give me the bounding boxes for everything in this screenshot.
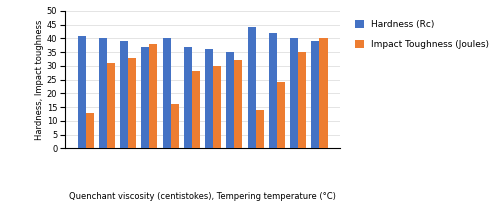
Bar: [184, 47, 192, 148]
Bar: [290, 38, 298, 148]
Bar: [120, 41, 128, 148]
Bar: [277, 82, 285, 148]
Bar: [162, 38, 170, 148]
Y-axis label: Hardness, Impact toughness: Hardness, Impact toughness: [35, 19, 44, 140]
Legend: Hardness (Rc), Impact Toughness (Joules): Hardness (Rc), Impact Toughness (Joules): [350, 15, 494, 54]
Bar: [226, 52, 234, 148]
Bar: [213, 66, 221, 148]
Bar: [256, 110, 264, 148]
Bar: [107, 63, 115, 148]
Bar: [78, 36, 86, 148]
X-axis label: Quenchant viscosity (centistokes), Tempering temperature (°C): Quenchant viscosity (centistokes), Tempe…: [69, 192, 336, 201]
Bar: [248, 27, 256, 148]
Bar: [99, 38, 107, 148]
Bar: [128, 58, 136, 148]
Bar: [269, 33, 277, 148]
Bar: [234, 60, 242, 148]
Bar: [205, 49, 213, 148]
Bar: [320, 38, 328, 148]
Bar: [150, 44, 158, 148]
Bar: [170, 104, 178, 148]
Bar: [312, 41, 320, 148]
Bar: [142, 47, 150, 148]
Bar: [86, 112, 94, 148]
Bar: [298, 52, 306, 148]
Bar: [192, 71, 200, 148]
